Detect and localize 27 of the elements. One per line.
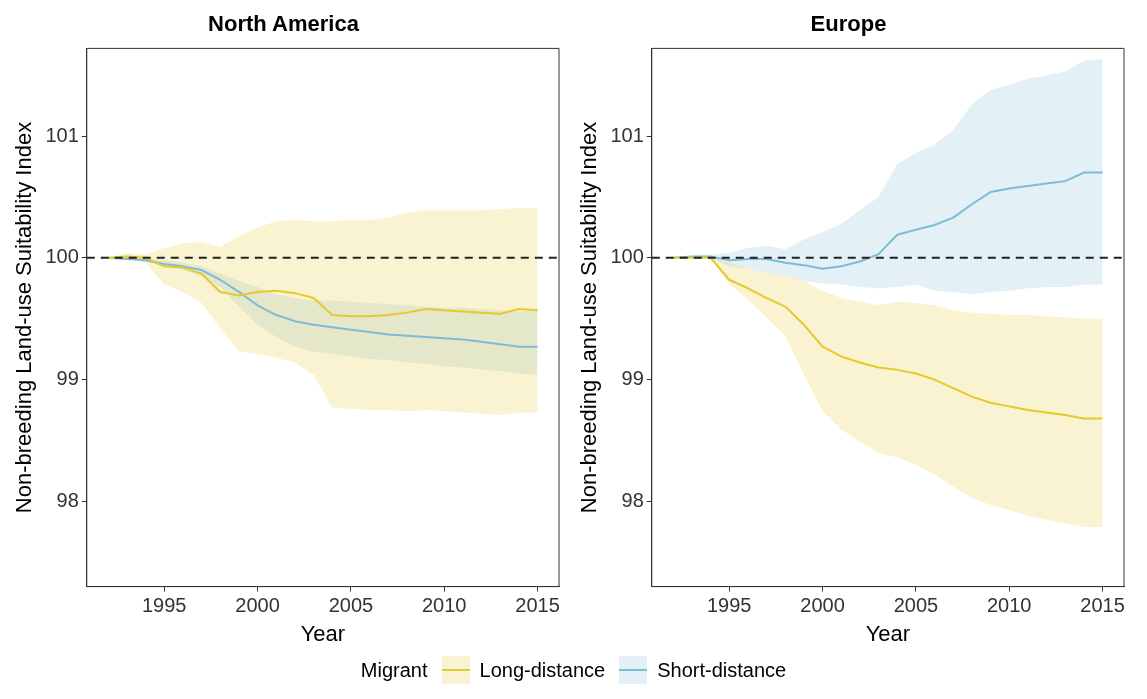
y-axis-title: Non-breeding Land-use Suitability Index bbox=[576, 121, 602, 514]
x-tick-label: 2015 bbox=[515, 594, 560, 617]
x-tick-label: 2010 bbox=[421, 594, 467, 617]
y-tick-label: 99 bbox=[56, 367, 79, 390]
y-tick-label: 101 bbox=[610, 123, 644, 146]
y-tick-label: 98 bbox=[621, 488, 644, 511]
y-axis-title: Non-breeding Land-use Suitability Index bbox=[11, 121, 37, 514]
x-tick-label: 2005 bbox=[328, 594, 374, 617]
y-tick-label: 99 bbox=[621, 367, 644, 390]
y-tick-label: 100 bbox=[45, 245, 79, 268]
legend-title: Migrant bbox=[360, 658, 428, 682]
x-tick-label: 1995 bbox=[706, 594, 752, 617]
x-tick-label: 1995 bbox=[141, 594, 187, 617]
y-tick-label: 100 bbox=[610, 245, 644, 268]
legend-label: Short-distance bbox=[657, 658, 787, 682]
x-tick-label: 2000 bbox=[800, 594, 845, 617]
chart-title: North America bbox=[208, 11, 360, 37]
x-tick-label: 2015 bbox=[1080, 594, 1125, 617]
chart-title: Europe bbox=[810, 11, 887, 37]
x-tick-label: 2000 bbox=[235, 594, 280, 617]
x-tick-label: 2010 bbox=[986, 594, 1032, 617]
x-axis-title: Year bbox=[865, 620, 911, 646]
y-tick-label: 98 bbox=[56, 488, 79, 511]
y-tick-label: 101 bbox=[45, 123, 79, 146]
x-tick-label: 2005 bbox=[893, 594, 939, 617]
legend-label: Long-distance bbox=[479, 658, 606, 682]
x-axis-title: Year bbox=[300, 620, 346, 646]
